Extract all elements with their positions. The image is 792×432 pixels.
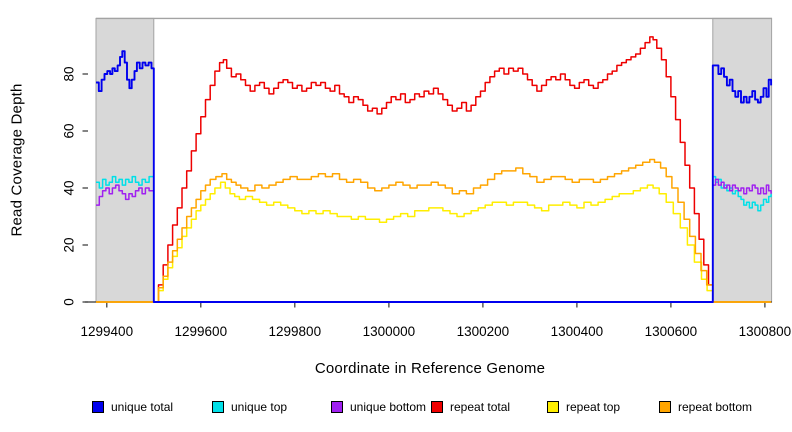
unique-top-swatch-icon bbox=[212, 401, 224, 413]
series-repeat-total bbox=[96, 36, 772, 303]
x-tick-label: 1300600 bbox=[645, 324, 698, 339]
y-axis-title: Read Coverage Depth bbox=[8, 83, 26, 237]
legend-label: repeat total bbox=[450, 400, 511, 414]
y-tick-label: 20 bbox=[62, 237, 77, 252]
series-repeat-top bbox=[96, 181, 772, 303]
legend-item-repeat-top: repeat top bbox=[547, 396, 620, 418]
legend-label: repeat bottom bbox=[678, 400, 753, 414]
legend-label: repeat top bbox=[566, 400, 621, 414]
y-tick-label: 40 bbox=[62, 180, 77, 195]
legend-item-repeat-total: repeat total bbox=[431, 396, 510, 418]
shaded-bands bbox=[95, 17, 773, 303]
x-tick-label: 1300800 bbox=[739, 324, 792, 339]
coverage-series bbox=[96, 36, 773, 303]
unique-bottom-swatch-icon bbox=[331, 401, 343, 413]
repeat-total-swatch-icon bbox=[431, 401, 443, 413]
y-tick-label: 60 bbox=[62, 123, 77, 138]
legend-label: unique bottom bbox=[350, 400, 427, 414]
x-tick-label: 1300000 bbox=[363, 324, 416, 339]
y-tick-label: 0 bbox=[62, 298, 77, 306]
x-axis-title: Coordinate in Reference Genome bbox=[314, 360, 546, 377]
unique-total-swatch-icon bbox=[92, 401, 104, 413]
legend-label: unique total bbox=[111, 400, 174, 414]
x-axis: 1299400 1299600 1299800 1300000 1300200 13004… bbox=[81, 301, 792, 339]
y-tick-label: 80 bbox=[62, 66, 77, 81]
x-tick-label: 1300400 bbox=[551, 324, 604, 339]
repeat-top-swatch-icon bbox=[547, 401, 559, 413]
y-axis: 0 20 40 60 80 bbox=[62, 66, 88, 306]
series-unique-total bbox=[96, 50, 773, 303]
legend-item-unique-total: unique total bbox=[92, 396, 173, 418]
series-unique-bottom bbox=[96, 178, 772, 303]
legend-label: unique top bbox=[231, 400, 288, 414]
repeat-bottom-swatch-icon bbox=[659, 401, 671, 413]
legend: unique total unique top unique bottom re… bbox=[0, 396, 792, 422]
series-repeat-bottom bbox=[96, 158, 772, 303]
legend-item-unique-top: unique top bbox=[212, 396, 287, 418]
x-tick-label: 1300200 bbox=[457, 324, 510, 339]
x-tick-label: 1299400 bbox=[81, 324, 134, 339]
x-tick-label: 1299800 bbox=[269, 324, 322, 339]
legend-item-unique-bottom: unique bottom bbox=[331, 396, 426, 418]
series-unique-top bbox=[96, 175, 772, 303]
x-tick-label: 1299600 bbox=[175, 324, 228, 339]
legend-item-repeat-bottom: repeat bottom bbox=[659, 396, 752, 418]
